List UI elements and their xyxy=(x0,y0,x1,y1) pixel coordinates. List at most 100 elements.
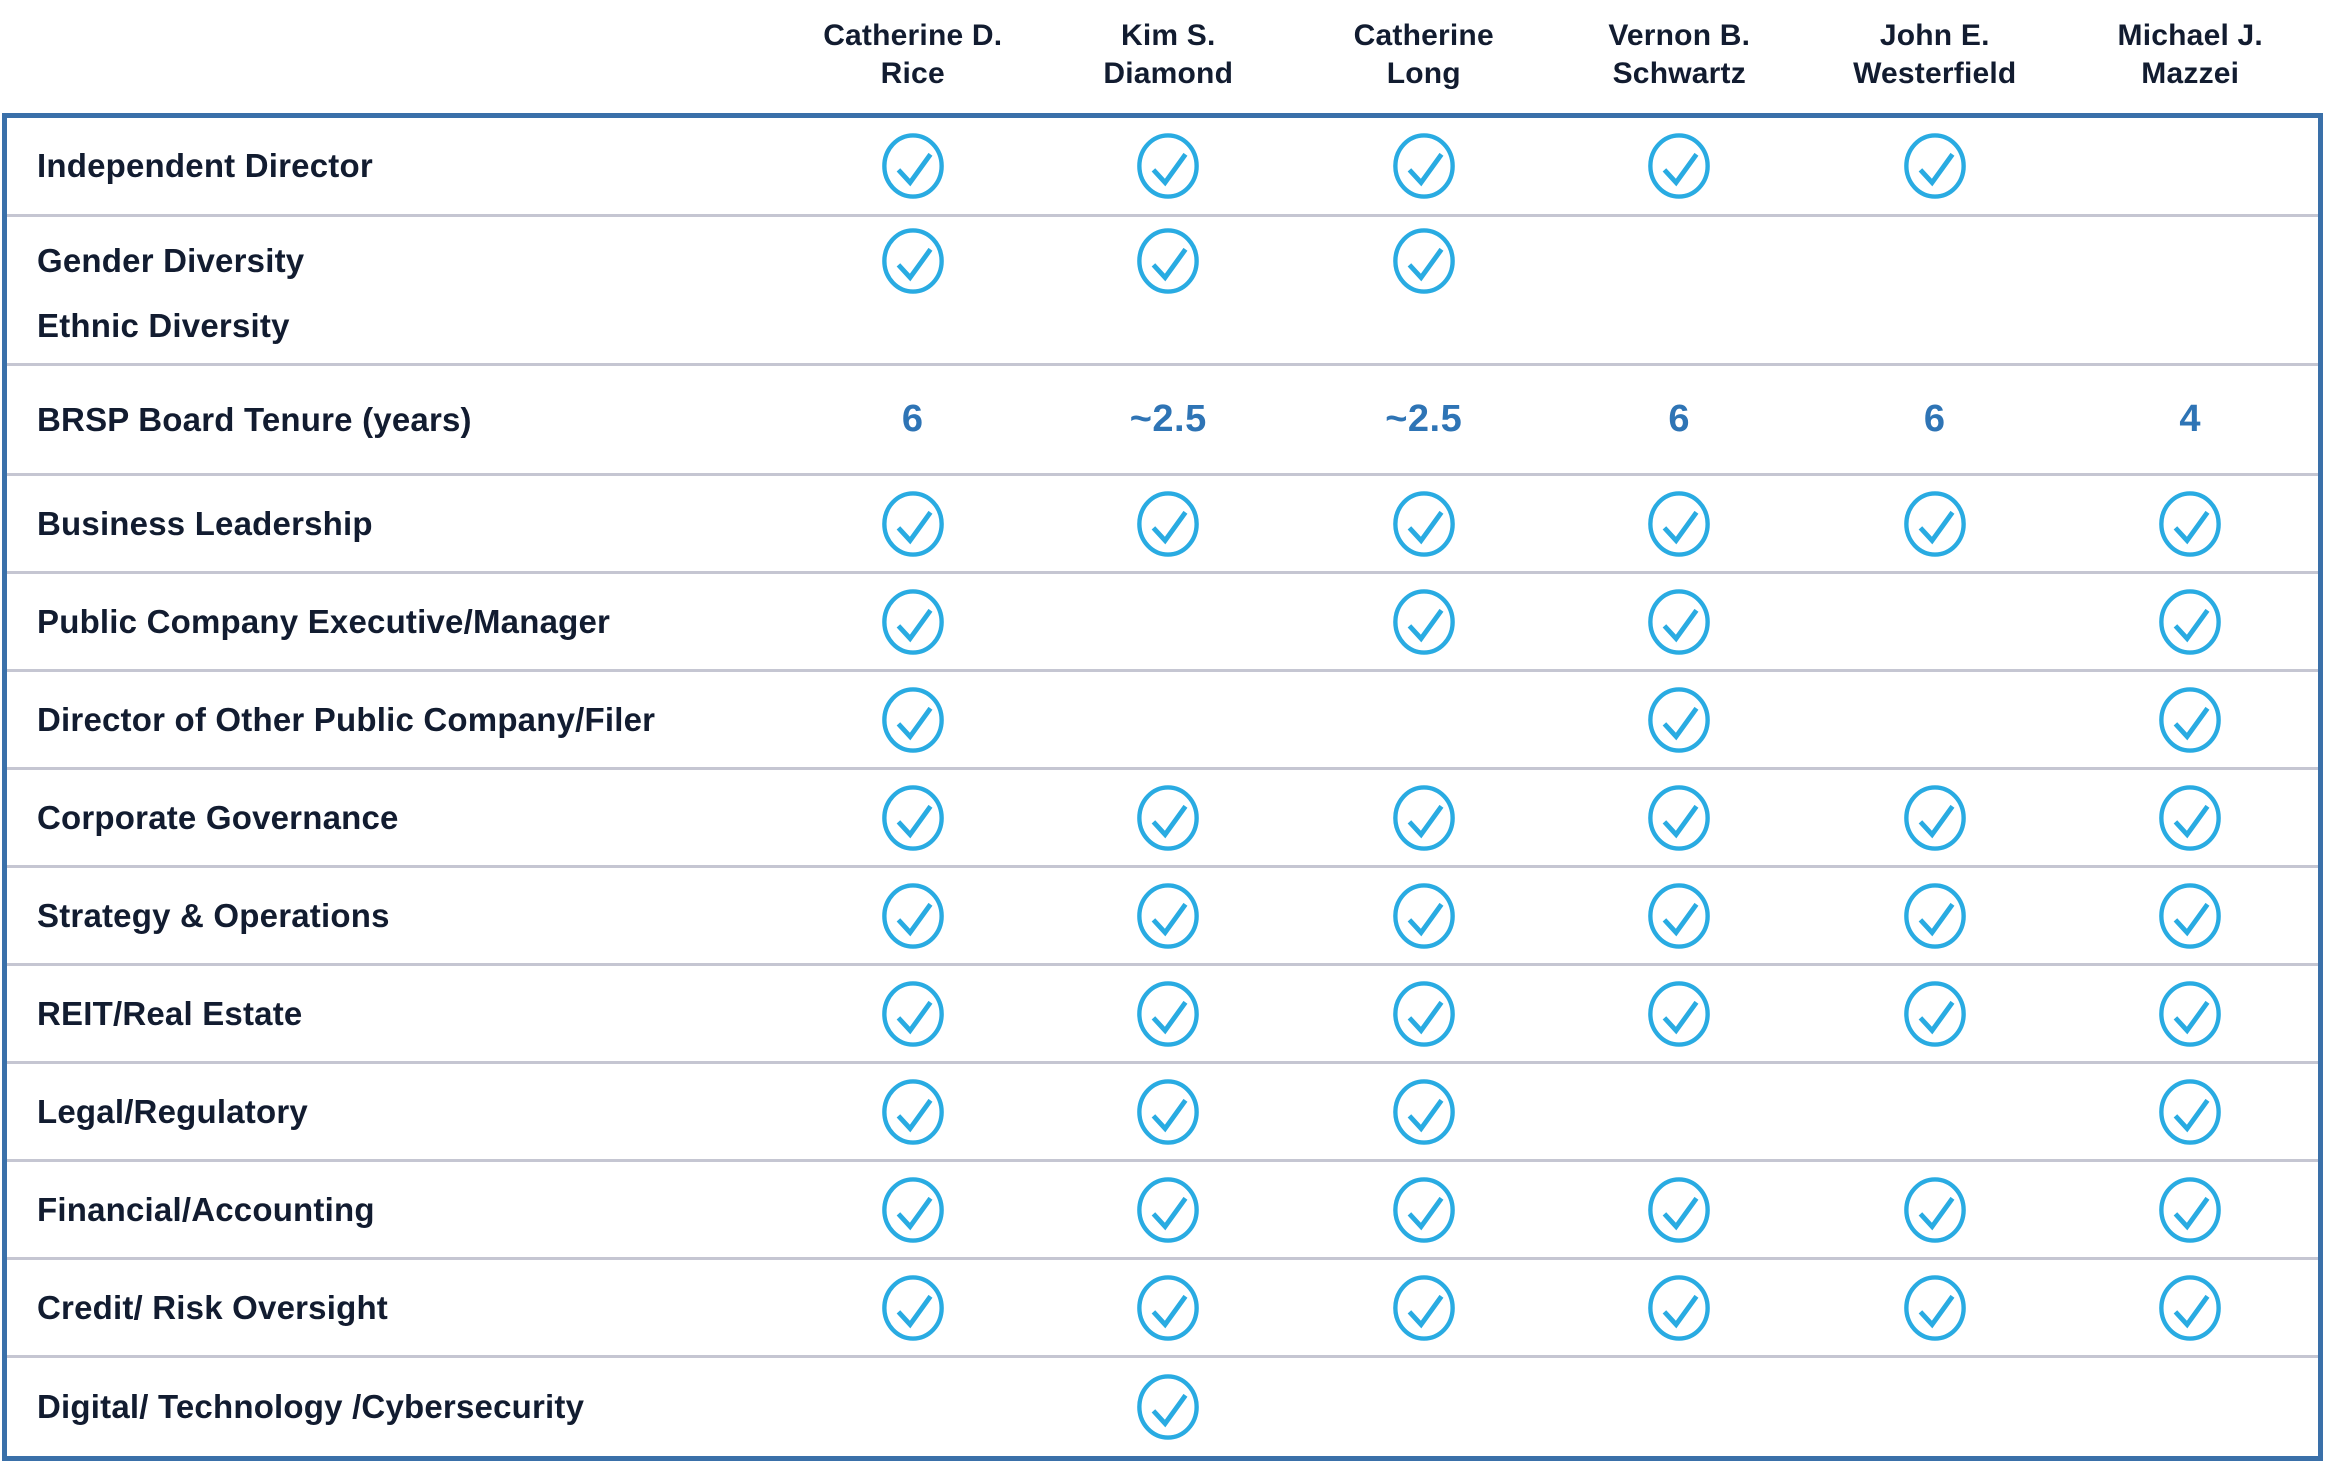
matrix-cell xyxy=(785,574,1041,669)
circled-checkmark-icon xyxy=(1137,1176,1200,1243)
column-header-director: Vernon B. Schwartz xyxy=(1552,17,1808,92)
matrix-cell xyxy=(1296,1358,1552,1456)
matrix-cell xyxy=(1041,966,1297,1061)
matrix-cell xyxy=(1296,574,1552,669)
matrix-cell xyxy=(1041,574,1297,669)
matrix-cell xyxy=(1041,1260,1297,1355)
circled-checkmark-icon xyxy=(1648,980,1711,1047)
matrix-cell: 4 xyxy=(2063,366,2319,473)
matrix-cell xyxy=(1041,672,1297,767)
table-row: Credit/ Risk Oversight xyxy=(7,1260,2318,1358)
matrix-cell xyxy=(1552,476,1808,571)
circled-checkmark-icon xyxy=(1137,1374,1200,1440)
matrix-cell xyxy=(2063,1260,2319,1355)
matrix-cell xyxy=(1807,672,2063,767)
circled-checkmark-icon xyxy=(2159,686,2222,753)
circled-checkmark-icon xyxy=(2159,980,2222,1047)
matrix-cell xyxy=(785,1064,1041,1159)
matrix-cell xyxy=(1296,305,1552,363)
matrix-cell xyxy=(2063,118,2319,214)
column-header-line: Diamond xyxy=(1103,56,1234,90)
matrix-cell xyxy=(1041,476,1297,571)
circled-checkmark-icon xyxy=(1137,980,1200,1047)
circled-checkmark-icon xyxy=(881,784,944,851)
circled-checkmark-icon xyxy=(1392,490,1455,557)
table-row: Strategy & Operations xyxy=(7,868,2318,966)
matrix-cell xyxy=(1807,868,2063,963)
matrix-cell xyxy=(1552,672,1808,767)
circled-checkmark-icon xyxy=(1903,1176,1966,1243)
matrix-cell xyxy=(2063,1162,2319,1257)
circled-checkmark-icon xyxy=(1903,882,1966,949)
matrix-cell xyxy=(2063,1358,2319,1456)
row-label: Digital/ Technology /Cybersecurity xyxy=(37,1388,585,1425)
circled-checkmark-icon xyxy=(881,133,944,199)
matrix-cell xyxy=(785,1358,1041,1456)
column-header-line: Long xyxy=(1386,56,1461,90)
circled-checkmark-icon xyxy=(1137,1078,1200,1145)
table-row: Ethnic Diversity xyxy=(7,305,2318,366)
matrix-cell xyxy=(1552,1162,1808,1257)
matrix-cell xyxy=(2063,672,2319,767)
row-label: Independent Director xyxy=(37,147,373,184)
table-row: Independent Director xyxy=(7,118,2318,217)
matrix-cell xyxy=(785,966,1041,1061)
matrix-cell xyxy=(2063,1064,2319,1159)
matrix-cell xyxy=(785,118,1041,214)
matrix-cell xyxy=(2063,574,2319,669)
circled-checkmark-icon xyxy=(881,1176,944,1243)
matrix-cell xyxy=(785,868,1041,963)
matrix-cell xyxy=(1296,1162,1552,1257)
matrix-cell: 6 xyxy=(1552,366,1808,473)
circled-checkmark-icon xyxy=(1903,133,1966,199)
matrix-cell xyxy=(1552,966,1808,1061)
row-label: Gender Diversity xyxy=(37,242,305,279)
matrix-cell xyxy=(1041,118,1297,214)
column-header-line: Catherine D. xyxy=(823,19,1003,52)
table-row: Gender Diversity xyxy=(7,217,2318,305)
circled-checkmark-icon xyxy=(1392,1274,1455,1341)
matrix-cell xyxy=(1807,1162,2063,1257)
circled-checkmark-icon xyxy=(881,588,944,655)
table-row: Business Leadership xyxy=(7,476,2318,574)
column-header-line: Rice xyxy=(880,56,945,90)
column-header-line: Mazzei xyxy=(2141,56,2240,90)
row-label: Financial/Accounting xyxy=(37,1190,375,1228)
row-label: Business Leadership xyxy=(37,504,373,542)
circled-checkmark-icon xyxy=(1903,1274,1966,1341)
matrix-cell xyxy=(1552,1260,1808,1355)
column-header-line: Catherine xyxy=(1353,19,1494,52)
circled-checkmark-icon xyxy=(1137,490,1200,557)
matrix-cell xyxy=(1041,1358,1297,1456)
header-row: Catherine D. Rice Kim S. Diamond Catherine Lo… xyxy=(2,0,2323,113)
circled-checkmark-icon xyxy=(881,980,944,1047)
circled-checkmark-icon xyxy=(881,882,944,949)
circled-checkmark-icon xyxy=(1392,133,1455,199)
circled-checkmark-icon xyxy=(1392,784,1455,851)
circled-checkmark-icon xyxy=(881,490,944,557)
matrix-cell xyxy=(1807,966,2063,1061)
matrix-cell xyxy=(2063,966,2319,1061)
column-header-line: Michael J. xyxy=(2117,19,2263,52)
row-label: REIT/Real Estate xyxy=(37,994,303,1032)
circled-checkmark-icon xyxy=(2159,784,2222,851)
circled-checkmark-icon xyxy=(1648,686,1711,753)
table-row: Legal/Regulatory xyxy=(7,1064,2318,1162)
matrix-cell xyxy=(1552,1064,1808,1159)
row-label: Corporate Governance xyxy=(37,798,399,836)
matrix-cell xyxy=(1296,118,1552,214)
circled-checkmark-icon xyxy=(1392,1078,1455,1145)
column-header-director: Kim S. Diamond xyxy=(1041,17,1297,92)
matrix-cell xyxy=(1552,118,1808,214)
column-header-director: Michael J. Mazzei xyxy=(2063,17,2319,92)
circled-checkmark-icon xyxy=(1648,1176,1711,1243)
matrix-cell xyxy=(785,476,1041,571)
table-row: Digital/ Technology /Cybersecurity xyxy=(7,1358,2318,1456)
matrix-cell xyxy=(1552,770,1808,865)
matrix-cell: 6 xyxy=(785,366,1041,473)
matrix-cell xyxy=(1041,1064,1297,1159)
matrix-cell xyxy=(1041,1162,1297,1257)
circled-checkmark-icon xyxy=(1648,588,1711,655)
circled-checkmark-icon xyxy=(1392,1176,1455,1243)
matrix-cell xyxy=(1807,217,2063,305)
